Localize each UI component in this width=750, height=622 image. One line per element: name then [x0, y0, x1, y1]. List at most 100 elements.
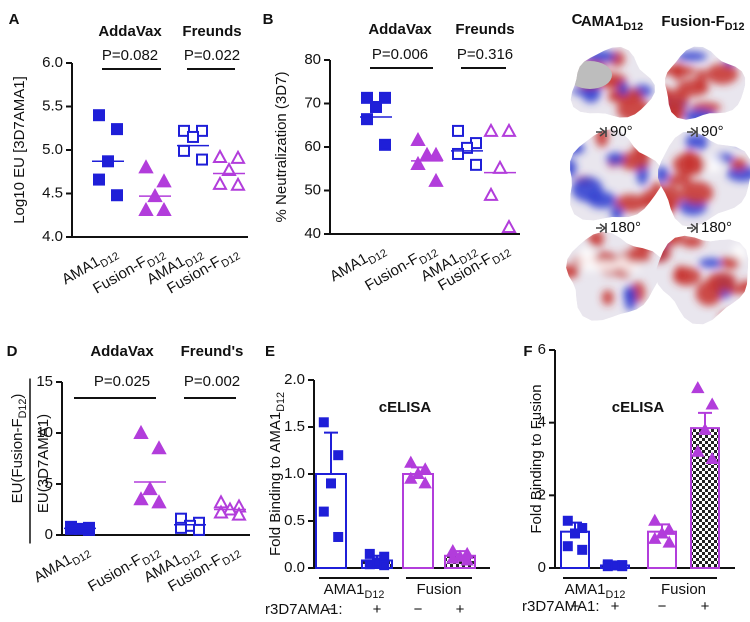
point [379, 138, 391, 151]
point [151, 494, 167, 509]
point [570, 528, 580, 539]
y-tick-label: 5.5 [42, 97, 63, 114]
point [151, 440, 167, 455]
point [419, 146, 435, 161]
point [501, 122, 517, 137]
point [231, 506, 247, 521]
y-tick-label: 1.5 [284, 418, 305, 435]
error-bar [324, 431, 338, 474]
charge-patch [665, 85, 670, 102]
point [691, 381, 705, 394]
point [361, 113, 373, 126]
x-tick-label-part: D12 [490, 247, 513, 267]
y-tick-label: 1.0 [284, 465, 305, 482]
y-tick-label: 70 [304, 94, 321, 111]
point [133, 491, 149, 506]
rotation-icon [687, 223, 698, 233]
charge-patch [672, 153, 707, 176]
surface-render [570, 129, 664, 221]
surface-render [665, 46, 746, 120]
rotation-label: 180° [610, 219, 641, 236]
group-title: AddaVax [98, 23, 162, 40]
charge-patch [698, 258, 724, 268]
point [213, 504, 229, 519]
x-tick-label-part: Fusion-F [85, 551, 145, 595]
charge-patch [667, 173, 692, 186]
point [187, 130, 199, 143]
bar [315, 473, 347, 569]
y-tick-label: 5 [45, 475, 53, 492]
y-axis-label-part: D12 [275, 392, 287, 412]
p-value: P=0.006 [372, 46, 428, 63]
charge-patch [719, 310, 748, 323]
point [617, 561, 628, 572]
point [230, 149, 246, 164]
y-tick-label: 4 [538, 414, 546, 431]
charge-patch [672, 62, 684, 82]
charge-patch [655, 235, 684, 247]
point [364, 548, 375, 559]
y-tick-label: 0.0 [284, 559, 305, 576]
point [111, 189, 123, 202]
y-tick-label: 15 [36, 373, 53, 390]
rotation-icon [596, 127, 607, 137]
y-tick-label: 2.0 [284, 371, 305, 388]
group-label-part: AMA1 [324, 581, 365, 598]
group-title: AddaVax [368, 21, 432, 38]
bar [402, 473, 434, 569]
charge-patch [730, 158, 747, 171]
column-header-part: AMA1 [581, 13, 624, 30]
charge-patch [570, 158, 577, 179]
column-header: AMA1D12 [581, 13, 643, 33]
point [178, 124, 190, 137]
point [492, 159, 508, 174]
x-tick-label: + [611, 598, 620, 615]
charge-patch [680, 235, 704, 248]
bar [690, 427, 720, 569]
point [562, 541, 573, 552]
point [333, 531, 344, 542]
point [410, 131, 426, 147]
y-tick-label: 0 [45, 526, 53, 543]
group-title: AddaVax [90, 343, 154, 360]
panel-label: C [572, 11, 583, 28]
charge-patch [697, 133, 708, 151]
surface-render [566, 231, 664, 321]
charge-patch [705, 63, 739, 85]
charge-patch [736, 306, 747, 321]
x-tick-label: − [414, 601, 423, 618]
point [379, 91, 391, 104]
group-title: Freunds [182, 23, 241, 40]
group-label: AMA1D12 [565, 581, 626, 601]
y-tick-label: 10 [36, 424, 53, 441]
point [428, 146, 444, 161]
point [461, 141, 473, 154]
charge-patch [625, 247, 651, 264]
y-axis-label-part: Fold Binding to Fusion [528, 384, 545, 533]
x-tick-label: + [373, 601, 382, 618]
point [212, 148, 228, 163]
point [648, 513, 662, 526]
x-tick-label: AMA1D12 [31, 541, 93, 589]
y-axis-label-numerator-part: ) [9, 394, 26, 399]
p-value: P=0.022 [184, 47, 240, 64]
y-axis-label: Fold Binding to Fusion [528, 384, 545, 533]
point [483, 122, 499, 137]
charge-patch [665, 103, 686, 120]
column-header: Fusion-FD12 [661, 13, 744, 33]
y-axis-label-part: % Neutralization (3D7) [273, 72, 290, 223]
group-label-part: Fusion [416, 581, 461, 598]
point [691, 444, 705, 457]
y-tick-label: 60 [304, 138, 321, 155]
point [452, 147, 464, 160]
y-tick-label: 0 [538, 559, 546, 576]
point [501, 218, 517, 234]
charge-patch [658, 166, 669, 184]
group-label: Fusion [416, 581, 461, 598]
charge-patch [732, 131, 750, 146]
charge-patch [633, 141, 652, 158]
point [230, 176, 246, 191]
charge-patch [587, 231, 605, 248]
y-axis-label-part: Log10 EU [3D7AMA1] [11, 76, 28, 224]
